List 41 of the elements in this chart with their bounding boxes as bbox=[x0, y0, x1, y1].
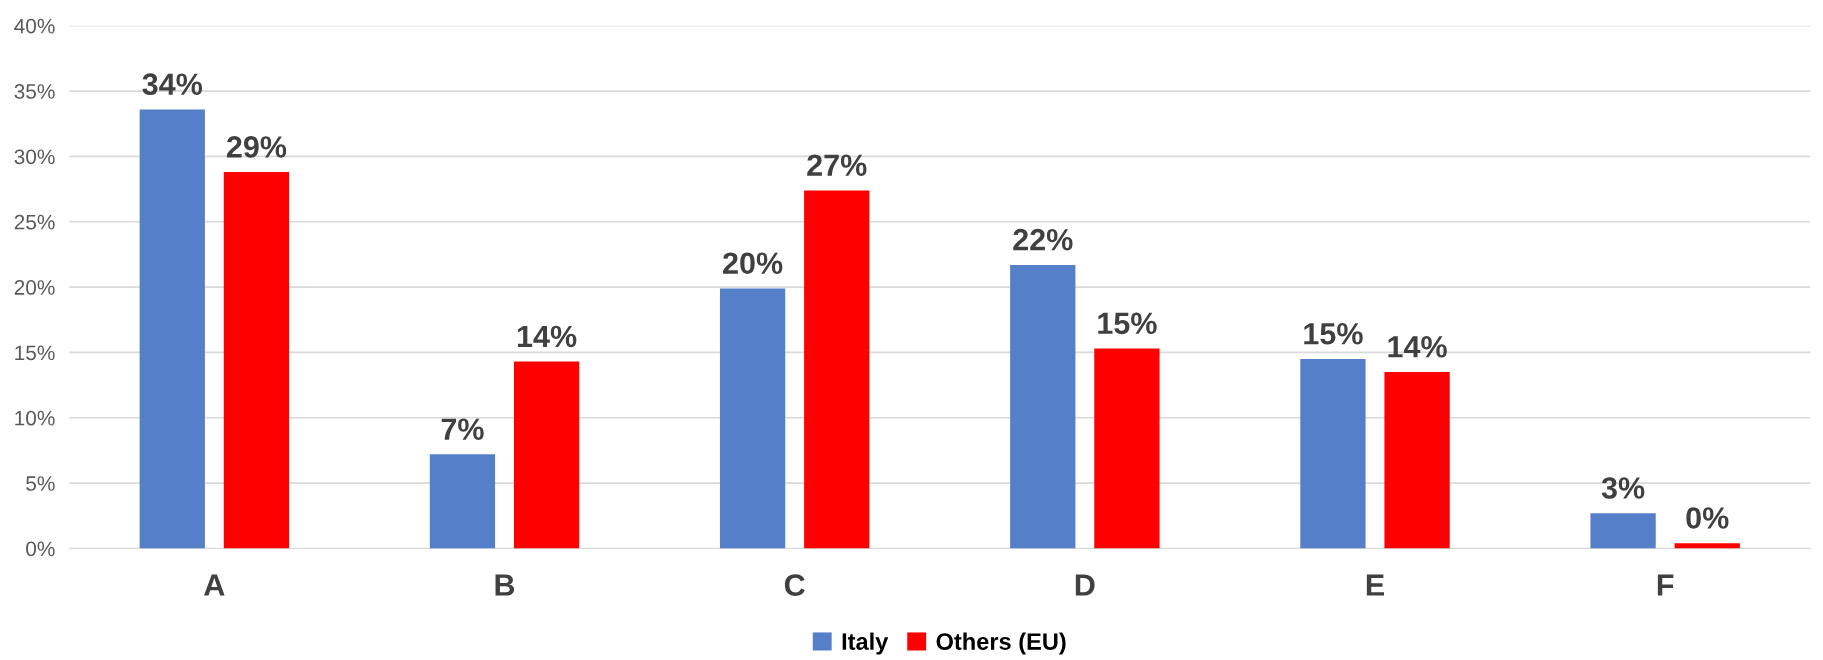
bar bbox=[223, 172, 290, 549]
data-label: 3% bbox=[1601, 477, 1645, 499]
legend-label: Others (EU) bbox=[936, 632, 1066, 655]
y-tick-label: 25% bbox=[14, 214, 55, 230]
y-tick-label: 30% bbox=[14, 149, 55, 165]
y-tick-label: 40% bbox=[14, 18, 55, 34]
data-label: 15% bbox=[1098, 312, 1157, 335]
data-label: 7% bbox=[441, 418, 484, 440]
legend-label: Italy bbox=[842, 632, 889, 655]
x-tick-label: E bbox=[1366, 574, 1384, 596]
x-tick-label: A bbox=[204, 574, 225, 596]
bar bbox=[1590, 513, 1656, 549]
bar bbox=[1094, 348, 1160, 549]
x-tick-label: C bbox=[784, 574, 805, 596]
bar bbox=[804, 190, 870, 549]
bar bbox=[429, 454, 496, 549]
data-label: 22% bbox=[1013, 228, 1073, 251]
data-label: 34% bbox=[142, 73, 203, 96]
bar bbox=[513, 361, 580, 549]
bar bbox=[1384, 372, 1450, 549]
bar bbox=[1010, 264, 1076, 549]
bar bbox=[139, 109, 205, 549]
data-label: 29% bbox=[226, 136, 287, 158]
y-tick-label: 10% bbox=[15, 410, 55, 426]
data-label: 14% bbox=[1388, 336, 1447, 358]
y-tick-label: 0% bbox=[26, 541, 55, 557]
y-tick-label: 15% bbox=[15, 345, 55, 361]
x-tick-label: D bbox=[1075, 574, 1095, 596]
x-tick-label: F bbox=[1657, 574, 1674, 596]
data-label: 27% bbox=[807, 154, 867, 176]
x-tick-label: B bbox=[495, 574, 515, 596]
data-label: 0% bbox=[1686, 507, 1729, 529]
data-label: 14% bbox=[517, 325, 577, 348]
y-tick-label: 20% bbox=[14, 280, 55, 295]
bar bbox=[719, 288, 786, 549]
bar bbox=[1300, 358, 1366, 549]
y-tick-label: 35% bbox=[14, 84, 55, 99]
bar bbox=[1674, 543, 1740, 549]
y-tick-label: 5% bbox=[26, 476, 55, 491]
data-label: 20% bbox=[723, 252, 783, 275]
data-label: 15% bbox=[1304, 323, 1363, 345]
